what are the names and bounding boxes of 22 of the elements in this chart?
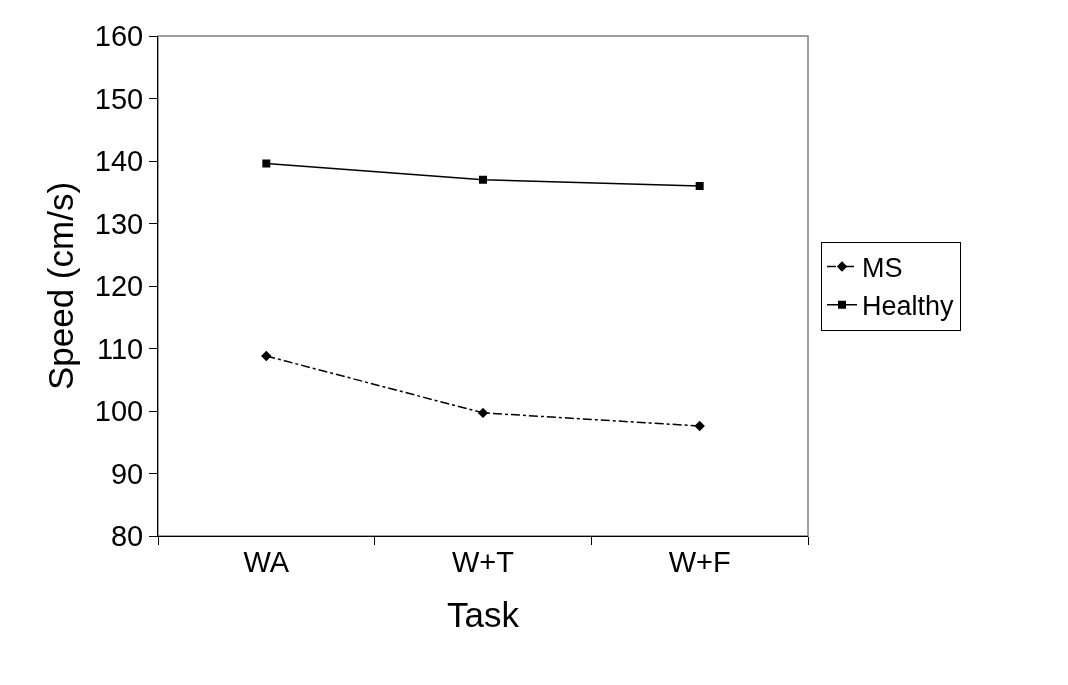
y-axis-title: Speed (cm/s) bbox=[41, 181, 81, 391]
point bbox=[695, 182, 704, 190]
x-tick-label: W+F bbox=[668, 545, 731, 578]
y-tick-label: 80 bbox=[110, 520, 144, 553]
point bbox=[261, 350, 272, 362]
y-tick-label: 160 bbox=[94, 20, 144, 53]
point bbox=[479, 175, 487, 184]
y-tick-label: 140 bbox=[94, 145, 144, 178]
x-tick-label: W+T bbox=[451, 545, 515, 578]
y-tick-label: 150 bbox=[94, 82, 144, 115]
point bbox=[262, 159, 271, 168]
y-tick-label: 120 bbox=[94, 270, 144, 303]
y-tick-label: 110 bbox=[96, 332, 144, 365]
point bbox=[477, 407, 489, 419]
y-tick-label: 100 bbox=[94, 395, 144, 428]
y-tick-label: 90 bbox=[110, 457, 144, 490]
y-tick-label: 130 bbox=[94, 207, 144, 240]
legend-label: Healthy bbox=[862, 291, 955, 322]
legend-label: MS bbox=[862, 253, 903, 284]
x-tick-label: WA bbox=[243, 545, 290, 578]
x-axis-title: Task bbox=[447, 594, 520, 634]
point bbox=[694, 420, 705, 432]
